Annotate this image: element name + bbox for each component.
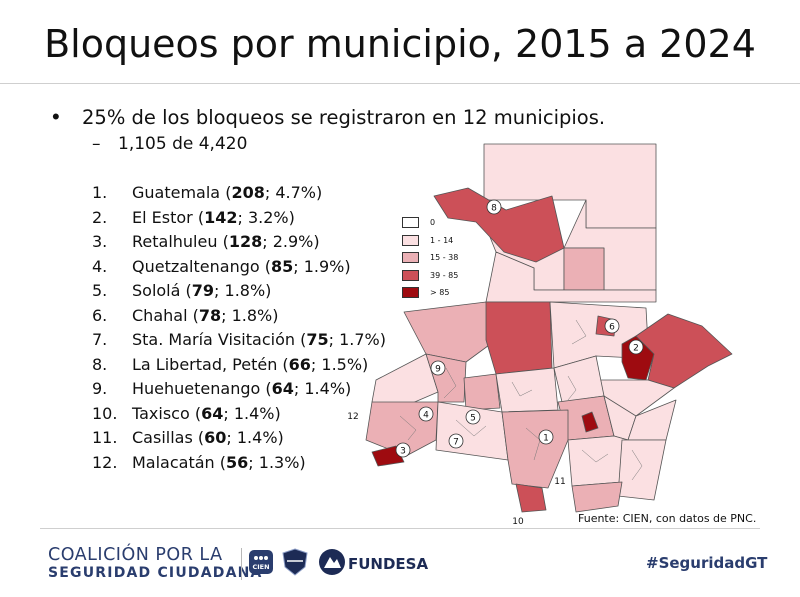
municipality-map: 1 2 3 4 5 6 7 8 9 10 11 12: [347, 143, 733, 527]
marker-8: 8: [486, 199, 502, 215]
map-region-solola: [463, 373, 501, 411]
svg-text:9: 9: [435, 365, 441, 375]
legend-swatch: [402, 217, 419, 229]
footer-divider: [40, 528, 760, 529]
marker-4: 4: [418, 406, 434, 422]
marker-12: 12: [347, 412, 358, 422]
legend-item: 1 - 14: [402, 232, 458, 250]
svg-text:2: 2: [633, 344, 639, 354]
fundesa-wordmark: FUNDESA: [348, 555, 429, 573]
map-region-huehuetenango: [403, 301, 497, 363]
map-region-izabal: [635, 313, 733, 389]
map-region-jutiapa: [617, 439, 667, 501]
legend-swatch: [402, 234, 419, 246]
svg-text:4: 4: [423, 411, 429, 421]
ranking-item: 3. Retalhuleu (128; 2.9%): [92, 232, 320, 251]
ranking-item: 1. Guatemala (208; 4.7%): [92, 183, 323, 202]
marker-7: 7: [448, 433, 464, 449]
legend-item: 39 - 85: [402, 267, 458, 285]
map-markers: 1 2 3 4 5 6 7 8 9: [395, 199, 644, 458]
title-bar: Bloqueos por municipio, 2015 a 2024: [0, 0, 800, 84]
legend-swatch: [402, 287, 419, 299]
marker-6: 6: [604, 318, 620, 334]
map-region-taxisco: [515, 483, 547, 513]
map-region-guatemala-city: [581, 411, 599, 433]
footer-separator: [241, 548, 242, 580]
legend-item: 15 - 38: [402, 249, 458, 267]
ranking-item: 7. Sta. María Visitación (75; 1.7%): [92, 330, 386, 349]
map-source-note: Fuente: CIEN, con datos de PNC.: [578, 512, 757, 525]
ranking-item: 2. El Estor (142; 3.2%): [92, 207, 295, 227]
main-bullet: 25% de los bloqueos se registraron en 12…: [82, 106, 606, 129]
ranking-list: 1. Guatemala (208; 4.7%) 2. El Estor (142;…: [92, 183, 386, 477]
ranking-item: 12. Malacatán (56; 1.3%): [92, 452, 306, 472]
map-region-la-libertad: [433, 187, 565, 263]
map-region-chimaltenango: [495, 367, 559, 413]
marker-1: 1: [538, 429, 554, 445]
svg-text:5: 5: [470, 414, 476, 424]
ranking-item: 8. La Libertad, Petén (66; 1.5%): [92, 354, 369, 374]
svg-text:CIEN: CIEN: [252, 563, 269, 571]
ranking-item: 11. Casillas (60; 1.4%): [92, 428, 284, 447]
slide-title: Bloqueos por municipio, 2015 a 2024: [44, 22, 756, 66]
map-region-peten-center: [563, 247, 605, 291]
legend-item: 0: [402, 214, 458, 232]
legend-item: > 85: [402, 284, 458, 302]
map-region-san-marcos: [371, 353, 439, 411]
fundesa-icon: [319, 549, 345, 575]
ranking-item: 10. Taxisco (64; 1.4%): [92, 403, 281, 423]
bullet-marker: •: [52, 104, 60, 129]
ranking-item: 4. Quetzaltenango (85; 1.9%): [92, 256, 351, 276]
ranking-item: 6. Chahal (78; 1.8%): [92, 305, 279, 325]
marker-5: 5: [465, 409, 481, 425]
svg-text:7: 7: [453, 438, 459, 448]
ranking-item: 9. Huehuetenango (64; 1.4%): [92, 379, 352, 398]
legend-swatch: [402, 269, 419, 281]
hashtag: #SeguridadGT: [646, 554, 768, 572]
map-legend: 0 1 - 14 15 - 38 39 - 85 > 85: [402, 214, 458, 302]
sub-bullet-marker: –: [92, 134, 101, 154]
marker-10: 10: [512, 517, 524, 527]
svg-text:1: 1: [543, 434, 549, 444]
map-region-escuintla: [501, 409, 569, 489]
svg-text:3: 3: [400, 447, 406, 457]
coalicion-logo: COALICIÓN POR LA SEGURIDAD CIUDADANA: [48, 545, 263, 581]
marker-3: 3: [395, 442, 411, 458]
map-region-quiche: [485, 301, 553, 375]
marker-9: 9: [430, 360, 446, 376]
svg-text:8: 8: [491, 204, 497, 214]
ranking-item: 5. Sololá (79; 1.8%): [92, 281, 272, 300]
cien-logo: CIEN: [249, 550, 273, 574]
sub-bullet: 1,105 de 4,420: [118, 134, 248, 154]
legend-swatch: [402, 252, 419, 264]
shield-logo: [282, 548, 308, 576]
map-region-santa-rosa-south: [571, 481, 623, 513]
marker-11: 11: [554, 477, 565, 487]
marker-2: 2: [628, 339, 644, 355]
svg-text:6: 6: [609, 323, 615, 333]
